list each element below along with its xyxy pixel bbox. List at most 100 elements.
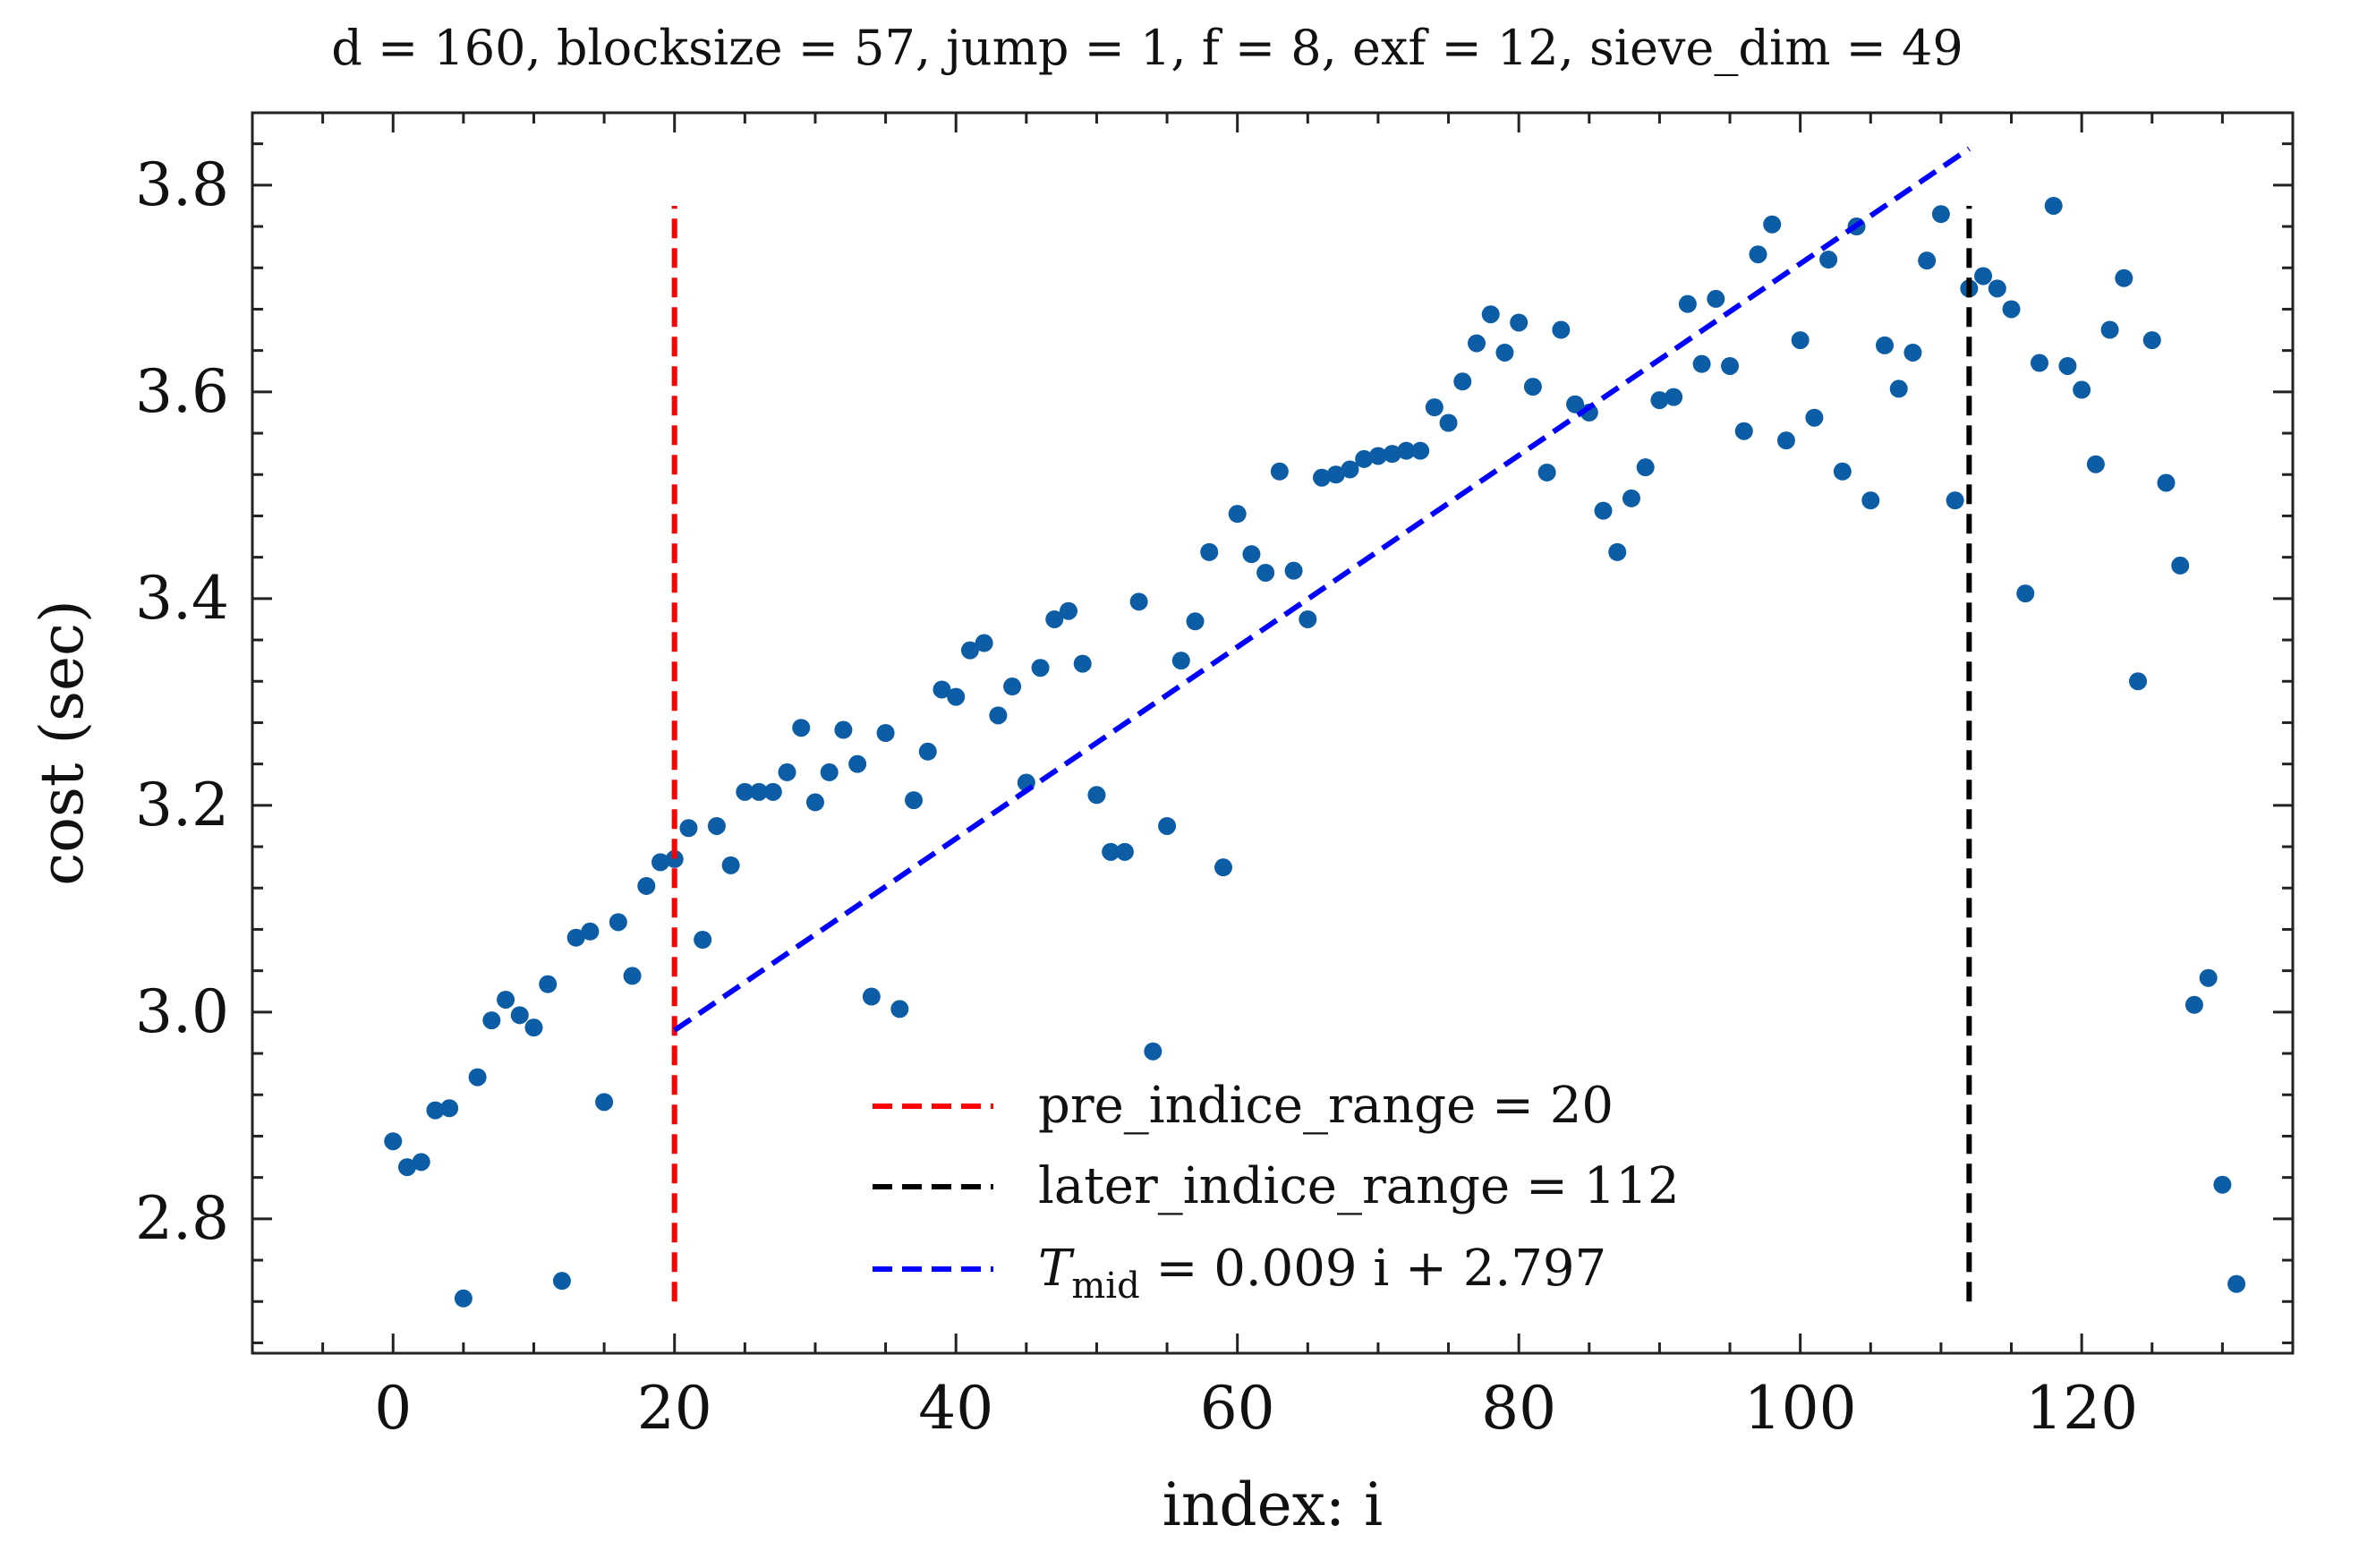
data-point (581, 922, 600, 941)
data-point (721, 856, 740, 874)
data-point (1861, 491, 1880, 510)
legend-label-later: later_indice_range = 112 (1038, 1157, 1680, 1215)
data-point (1284, 561, 1303, 580)
data-point (1060, 601, 1077, 620)
legend: pre_indice_range = 20 later_indice_range… (873, 1077, 1680, 1307)
x-tick-labels: 0 20 40 60 80 100 120 (374, 1374, 2138, 1443)
data-point (1368, 447, 1387, 465)
data-point (1383, 445, 1401, 464)
data-point (1805, 408, 1824, 427)
data-point (862, 987, 881, 1006)
data-point (2184, 995, 2203, 1014)
y-tick-labels: 2.8 3.0 3.2 3.4 3.6 3.8 (135, 150, 229, 1253)
data-point (1468, 334, 1486, 353)
data-point (1411, 441, 1430, 460)
data-point (792, 719, 811, 737)
y-tick-label: 3.4 (135, 564, 229, 633)
data-point (2044, 196, 2063, 215)
data-point (2073, 380, 2091, 399)
x-axis-label: index: i (1162, 1470, 1383, 1539)
chart-title: d = 160, blocksize = 57, jump = 1, f = 8… (331, 20, 1963, 76)
data-point (1678, 294, 1697, 313)
axis-ticks (252, 113, 2295, 1353)
data-point (2058, 356, 2077, 375)
data-point (1158, 816, 1177, 835)
y-tick-label: 2.8 (135, 1184, 229, 1253)
data-point (876, 724, 895, 742)
data-point (1200, 542, 1219, 561)
data-point (1355, 449, 1374, 468)
data-point (1510, 313, 1529, 332)
data-point (805, 793, 824, 812)
data-point (890, 1000, 909, 1018)
data-point (1144, 1042, 1162, 1061)
data-point (2129, 672, 2148, 691)
data-point (834, 720, 853, 739)
data-point (848, 754, 867, 773)
data-point (1171, 652, 1190, 670)
data-point (707, 816, 726, 835)
data-points (384, 196, 2246, 1308)
data-point (2100, 320, 2119, 339)
data-point (566, 928, 585, 947)
data-point (426, 1101, 445, 1120)
data-point (497, 990, 515, 1009)
data-point (933, 680, 951, 699)
data-point (1495, 343, 1514, 362)
data-point (1031, 659, 1050, 677)
data-point (1876, 336, 1894, 354)
data-point (1622, 489, 1640, 507)
x-tick-label: 60 (1200, 1374, 1275, 1443)
data-point (1974, 267, 1993, 285)
data-point (736, 782, 754, 801)
data-point (1453, 372, 1472, 391)
data-point (2213, 1175, 2232, 1194)
data-point (1763, 215, 1782, 234)
data-point (1566, 395, 1585, 413)
x-tick-label: 20 (637, 1374, 712, 1443)
data-point (1636, 458, 1655, 477)
data-point (1791, 331, 1810, 350)
data-point (975, 634, 993, 652)
y-tick-label: 3.2 (135, 771, 229, 839)
data-point (524, 1018, 543, 1037)
data-point (1537, 463, 1556, 481)
data-point (1665, 388, 1683, 406)
data-point (918, 742, 937, 761)
data-point (1481, 305, 1500, 324)
data-point (623, 967, 642, 985)
data-point (609, 913, 627, 932)
y-tick-label: 3.8 (135, 150, 229, 219)
x-tick-label: 100 (1744, 1374, 1857, 1443)
data-point (1734, 422, 1753, 440)
data-point (1425, 398, 1444, 417)
data-point (905, 791, 924, 810)
data-point (1073, 654, 1092, 673)
data-point (1776, 431, 1795, 450)
data-point (1931, 205, 1950, 224)
legend-label-fit: Tmid = 0.009 i + 2.797 (1038, 1240, 1606, 1307)
data-point (1552, 320, 1571, 339)
data-point (454, 1289, 473, 1308)
x-tick-label: 0 (374, 1374, 412, 1443)
data-point (397, 1158, 416, 1177)
data-point (1692, 354, 1711, 373)
data-point (2171, 556, 2190, 575)
data-point (750, 782, 769, 801)
data-point (651, 853, 669, 872)
data-point (1903, 343, 1922, 362)
data-point (1299, 609, 1317, 628)
data-point (539, 975, 558, 993)
data-point (2016, 584, 2035, 603)
x-tick-label: 120 (2025, 1374, 2138, 1443)
data-point (1918, 251, 1937, 270)
fit-line (673, 146, 1972, 1033)
data-point (1341, 460, 1359, 479)
data-point (1707, 289, 1725, 308)
data-point (1523, 378, 1542, 396)
data-point (637, 876, 656, 895)
data-point (960, 641, 979, 660)
data-point (947, 687, 966, 706)
data-point (694, 931, 712, 949)
